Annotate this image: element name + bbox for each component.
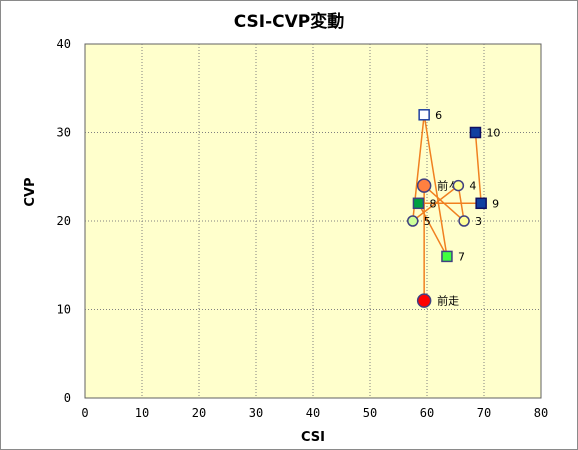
data-point-marker bbox=[416, 178, 432, 193]
x-tick-label: 0 bbox=[81, 406, 88, 420]
data-point-marker bbox=[458, 215, 470, 227]
data-point-label: 8 bbox=[429, 197, 436, 210]
chart-title: CSI-CVP変動 bbox=[234, 11, 345, 32]
data-point-label: 5 bbox=[424, 215, 431, 228]
trajectory-line bbox=[411, 114, 482, 301]
data-point-label: 4 bbox=[469, 180, 476, 193]
data-point-label: 10 bbox=[486, 127, 500, 140]
y-tick-label: 0 bbox=[64, 391, 71, 405]
data-point-label: 前々 bbox=[437, 179, 459, 193]
x-tick-label: 80 bbox=[534, 406, 548, 420]
x-tick-label: 40 bbox=[306, 406, 320, 420]
data-points: 前走 前々 3 4 5 6 7 8 9 10 bbox=[407, 109, 500, 308]
y-tick-label: 10 bbox=[57, 303, 71, 317]
x-tick-label: 20 bbox=[192, 406, 206, 420]
data-point-label: 7 bbox=[458, 250, 465, 263]
x-axis-label: CSI bbox=[301, 430, 325, 445]
x-tick-label: 10 bbox=[135, 406, 149, 420]
x-tick-label: 50 bbox=[363, 406, 377, 420]
grid bbox=[85, 44, 541, 398]
trajectory bbox=[411, 114, 482, 301]
data-point-marker bbox=[416, 293, 432, 308]
y-axis-label: CVP bbox=[23, 177, 38, 206]
x-tick-label: 30 bbox=[249, 406, 263, 420]
data-point-label: 6 bbox=[435, 109, 442, 122]
data-point-marker bbox=[452, 179, 465, 192]
data-point-marker bbox=[407, 215, 419, 227]
data-point-marker bbox=[441, 250, 453, 263]
y-tick-label: 40 bbox=[57, 37, 71, 51]
data-point-label: 9 bbox=[492, 197, 499, 210]
x-tick-label: 70 bbox=[477, 406, 491, 420]
ticks: 0 10 20 30 40 50 60 70 80 0 10 20 30 40 bbox=[57, 37, 549, 420]
data-point-marker bbox=[475, 197, 487, 210]
y-tick-label: 20 bbox=[57, 214, 71, 228]
x-tick-label: 60 bbox=[420, 406, 434, 420]
data-point-label: 前走 bbox=[437, 294, 459, 308]
data-point-marker bbox=[418, 109, 430, 121]
data-point-marker bbox=[469, 126, 482, 139]
y-tick-label: 30 bbox=[57, 126, 71, 140]
data-point-marker bbox=[412, 197, 425, 210]
data-point-label: 3 bbox=[475, 215, 482, 228]
